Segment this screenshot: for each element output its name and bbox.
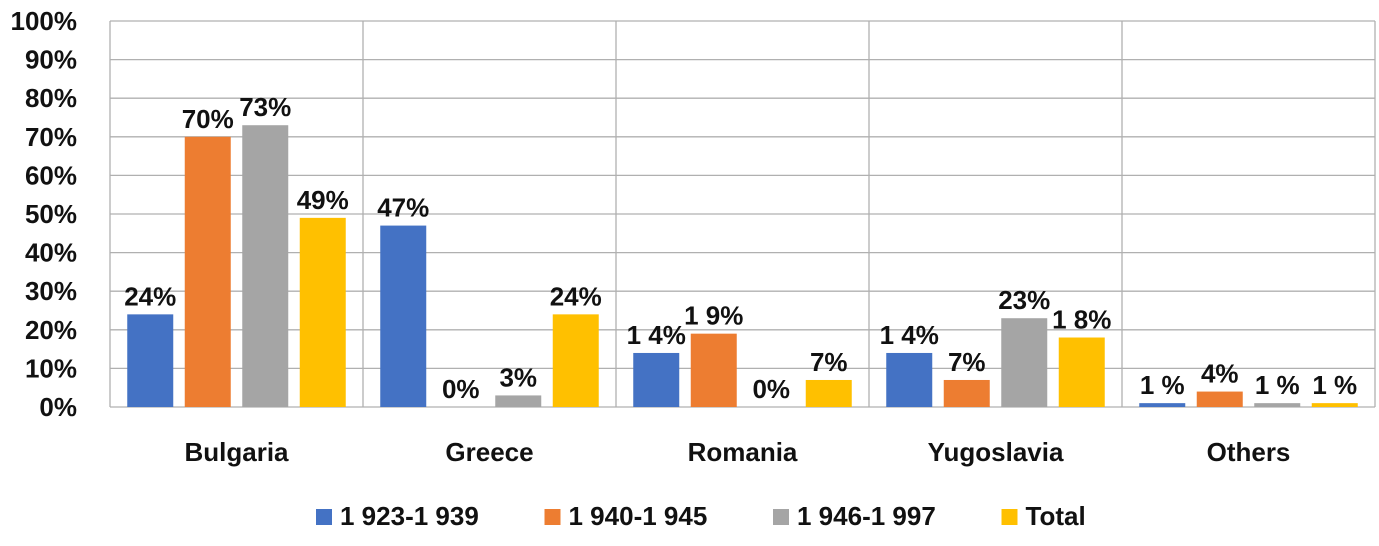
data-label: 73% bbox=[239, 92, 291, 122]
y-tick-label: 30% bbox=[25, 276, 77, 306]
category-label: Bulgaria bbox=[184, 437, 289, 467]
data-label: 1 4% bbox=[627, 320, 686, 350]
data-label: 7% bbox=[810, 347, 848, 377]
bar bbox=[943, 379, 990, 407]
data-label: 0% bbox=[752, 374, 790, 404]
bar bbox=[1254, 403, 1301, 407]
bar bbox=[633, 352, 680, 407]
legend-label: 1 940-1 945 bbox=[569, 501, 708, 531]
data-label: 1 % bbox=[1255, 370, 1300, 400]
legend-swatch bbox=[1001, 509, 1018, 525]
bar bbox=[299, 217, 346, 407]
bar bbox=[184, 136, 231, 408]
y-tick-label: 50% bbox=[25, 199, 77, 229]
legend-label: 1 946-1 997 bbox=[797, 501, 936, 531]
data-label: 1 % bbox=[1140, 370, 1185, 400]
category-labels: Bulgaria Greece Romania Yugoslavia Others bbox=[184, 437, 1290, 467]
bar bbox=[805, 379, 852, 407]
category-label: Romania bbox=[688, 437, 798, 467]
bar bbox=[552, 314, 599, 407]
legend-label: 1 923-1 939 bbox=[340, 501, 479, 531]
bar bbox=[1311, 403, 1358, 407]
bar bbox=[380, 225, 427, 407]
data-label: 70% bbox=[182, 104, 234, 134]
bar bbox=[1058, 337, 1105, 407]
bar bbox=[127, 314, 174, 407]
bar bbox=[1139, 403, 1186, 407]
data-label: 24% bbox=[124, 281, 176, 311]
bar bbox=[1001, 318, 1048, 407]
data-label: 7% bbox=[948, 347, 986, 377]
y-tick-label: 80% bbox=[25, 83, 77, 113]
data-label: 49% bbox=[297, 185, 349, 215]
y-tick-label: 100% bbox=[11, 6, 78, 36]
data-label: 1 8% bbox=[1052, 305, 1111, 335]
y-tick-label: 60% bbox=[25, 160, 77, 190]
y-tick-label: 10% bbox=[25, 353, 77, 383]
data-label: 47% bbox=[377, 193, 429, 223]
bar bbox=[886, 352, 933, 407]
data-label: 24% bbox=[550, 281, 602, 311]
bar bbox=[1196, 391, 1243, 407]
legend-swatch bbox=[773, 509, 789, 525]
data-label: 3% bbox=[499, 362, 537, 392]
data-labels: 24%70% 73%49% 47%0% 3%24%1 4%1 9%0%7%1 4%7%… bbox=[124, 92, 1357, 404]
y-tick-label: 70% bbox=[25, 122, 77, 152]
category-label: Yugoslavia bbox=[928, 437, 1064, 467]
y-tick-label: 90% bbox=[25, 45, 77, 75]
legend-swatch bbox=[544, 509, 561, 525]
data-label: 23% bbox=[998, 285, 1050, 315]
y-tick-label: 0% bbox=[39, 392, 77, 422]
data-label: 1 4% bbox=[880, 320, 939, 350]
data-label: 1 % bbox=[1312, 370, 1357, 400]
data-label: 4% bbox=[1201, 359, 1239, 389]
y-axis-ticks: 0% 10% 20% 30% 40% 50% 60% 70% 80% 90% 100% bbox=[11, 6, 78, 422]
data-label: 0% bbox=[442, 374, 480, 404]
category-label: Greece bbox=[445, 437, 533, 467]
bar bbox=[242, 125, 289, 407]
bar bbox=[690, 333, 737, 407]
legend: 1 923-1 939 1 940-1 945 1 946-1 997 Total bbox=[316, 501, 1086, 531]
category-label: Others bbox=[1207, 437, 1291, 467]
legend-swatch bbox=[316, 509, 332, 525]
y-tick-label: 40% bbox=[25, 238, 77, 268]
data-label: 1 9% bbox=[684, 301, 743, 331]
bars bbox=[127, 125, 1358, 408]
legend-label: Total bbox=[1026, 501, 1086, 531]
bar bbox=[495, 395, 542, 407]
y-tick-label: 20% bbox=[25, 315, 77, 345]
